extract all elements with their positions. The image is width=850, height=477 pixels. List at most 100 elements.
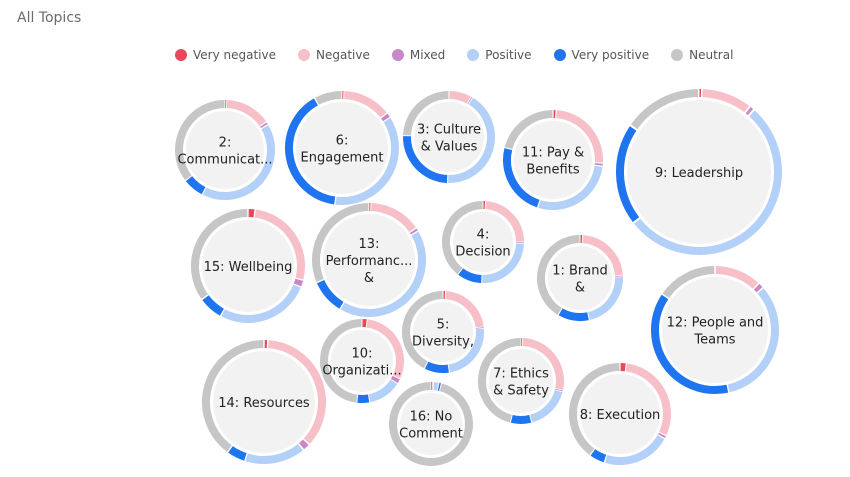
legend-item-mixed[interactable]: Mixed (391, 48, 446, 62)
ring-segment-negative[interactable] (343, 91, 387, 118)
ring-segment-positive[interactable] (368, 379, 398, 403)
ring-segment-negative[interactable] (522, 338, 564, 390)
ring-segment-neutral[interactable] (478, 338, 521, 423)
legend-item-positive[interactable]: Positive (467, 48, 532, 62)
ring-segment-positive[interactable] (727, 288, 779, 393)
topic-bubble[interactable]: 7: Ethics & Safety (478, 338, 564, 424)
topic-bubble[interactable]: 8: Execution (569, 363, 671, 465)
ring-segment-neutral[interactable] (402, 291, 443, 369)
topic-bubble[interactable]: 16: No Comment (389, 382, 473, 466)
ring-segment-mixed[interactable] (390, 375, 400, 384)
legend-item-negative[interactable]: Negative (298, 48, 370, 62)
ring-segment-neutral[interactable] (504, 110, 553, 150)
legend-item-very-negative[interactable]: Very negative (175, 48, 276, 62)
ring-segment-neutral[interactable] (389, 382, 473, 466)
topic-bubble[interactable]: 3: Culture & Values (403, 91, 495, 183)
ring-segment-positive[interactable] (538, 165, 603, 210)
ring-segment-mixed[interactable] (381, 113, 390, 122)
topic-bubble[interactable]: 4: Decision (442, 201, 524, 283)
ring-segment-neutral[interactable] (442, 201, 483, 275)
ring-segment-neutral[interactable] (537, 235, 580, 315)
ring-segment-positive[interactable] (587, 277, 623, 320)
topic-bubble[interactable]: 11: Pay & Benefits (503, 110, 603, 210)
ring-segment-very-positive[interactable] (357, 394, 370, 403)
legend-swatch (467, 49, 480, 61)
topic-bubble[interactable]: 15: Wellbeing (191, 209, 305, 323)
ring-segment-positive[interactable] (634, 110, 782, 255)
legend-label: Mixed (409, 48, 446, 62)
topic-label: Engagement (301, 151, 384, 166)
bubble-fill (548, 246, 612, 310)
ring-segment-positive[interactable] (340, 231, 426, 317)
ring-segment-mixed[interactable] (745, 107, 754, 116)
ring-segment-mixed[interactable] (260, 122, 268, 129)
topic-label: & Values (421, 140, 478, 155)
ring-segment-very-positive[interactable] (285, 98, 336, 205)
ring-segment-very-positive[interactable] (590, 449, 607, 463)
topic-bubble[interactable]: 9: Leadership (616, 89, 782, 255)
ring-segment-mixed[interactable] (409, 228, 418, 235)
ring-segment-negative[interactable] (582, 235, 623, 276)
ring-segment-negative[interactable] (267, 340, 326, 444)
ring-segment-negative[interactable] (370, 203, 416, 233)
ring-segment-neutral[interactable] (202, 340, 264, 452)
ring-segment-positive[interactable] (482, 243, 524, 283)
ring-segment-negative[interactable] (226, 100, 266, 127)
ring-segment-negative[interactable] (366, 319, 404, 379)
ring-segment-mixed[interactable] (753, 283, 763, 293)
topic-bubble[interactable]: 12: People and Teams (651, 266, 779, 394)
ring-segment-negative[interactable] (445, 291, 484, 328)
ring-segment-very-positive[interactable] (185, 176, 206, 195)
ring-segment-negative[interactable] (449, 91, 471, 104)
ring-segment-very-positive[interactable] (616, 126, 640, 223)
ring-segment-positive[interactable] (335, 118, 399, 205)
ring-segment-very-positive[interactable] (510, 414, 532, 424)
ring-segment-positive[interactable] (245, 443, 303, 464)
ring-segment-negative[interactable] (555, 110, 603, 163)
ring-segment-very-positive[interactable] (228, 446, 247, 461)
topic-bubble[interactable]: 2: Communicat... (175, 100, 275, 200)
ring-segment-very-positive[interactable] (458, 268, 482, 283)
ring-segment-very-positive[interactable] (316, 279, 344, 309)
topic-bubble[interactable]: 1: Brand & (537, 235, 623, 321)
ring-segment-negative[interactable] (625, 363, 671, 436)
ring-segment-neutral[interactable] (312, 203, 369, 282)
ring-segment-mixed[interactable] (293, 278, 304, 287)
ring-segment-very-positive[interactable] (503, 148, 540, 208)
topic-label: 4: (477, 228, 490, 243)
legend-item-neutral[interactable]: Neutral (671, 48, 733, 62)
bubble-fill (580, 374, 660, 454)
topic-bubble[interactable]: 14: Resources (202, 340, 326, 464)
ring-segment-neutral[interactable] (175, 100, 225, 181)
ring-segment-neutral[interactable] (569, 363, 620, 455)
ring-segment-mixed[interactable] (657, 432, 666, 439)
topic-bubble[interactable]: 10: Organizati... (320, 319, 404, 403)
legend-item-very-positive[interactable]: Very positive (553, 48, 649, 62)
ring-segment-neutral[interactable] (403, 91, 449, 136)
ring-segment-neutral[interactable] (315, 91, 342, 105)
topic-bubble[interactable]: 6: Engagement (285, 91, 399, 205)
ring-segment-neutral[interactable] (630, 89, 699, 130)
ring-segment-positive[interactable] (202, 125, 275, 200)
ring-segment-positive[interactable] (604, 435, 665, 465)
ring-segment-mixed[interactable] (298, 439, 309, 450)
ring-segment-negative[interactable] (715, 266, 759, 289)
ring-segment-neutral[interactable] (662, 266, 715, 299)
topic-bubble[interactable]: 5: Diversity, (402, 291, 484, 373)
ring-segment-positive[interactable] (221, 284, 301, 323)
ring-segment-positive[interactable] (448, 97, 495, 183)
ring-segment-neutral[interactable] (320, 319, 362, 403)
ring-segment-negative[interactable] (702, 89, 750, 113)
ring-segment-positive[interactable] (529, 389, 563, 423)
ring-segment-very-positive[interactable] (202, 295, 225, 316)
ring-segment-very-positive[interactable] (424, 361, 449, 373)
ring-segment-very-positive[interactable] (403, 136, 448, 183)
ring-segment-neutral[interactable] (191, 209, 248, 299)
topic-bubble[interactable]: 13: Performanc... & (312, 203, 426, 317)
ring-segment-positive[interactable] (448, 328, 484, 373)
ring-segment-negative[interactable] (485, 201, 524, 242)
ring-segment-negative[interactable] (254, 209, 305, 280)
legend-label: Negative (316, 48, 370, 62)
ring-segment-very-positive[interactable] (558, 308, 589, 321)
ring-segment-very-positive[interactable] (651, 294, 729, 394)
